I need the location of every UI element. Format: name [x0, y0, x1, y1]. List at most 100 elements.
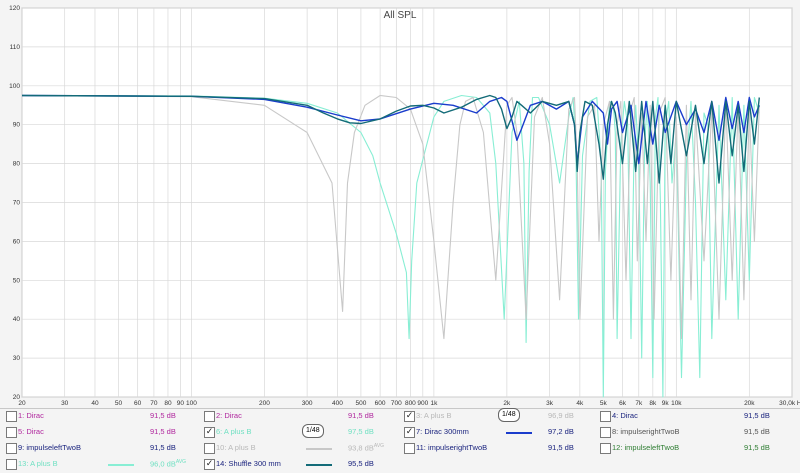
x-tick-label: 600: [375, 400, 386, 407]
series-lines: [21, 94, 760, 398]
legend-row: 1: Dirac 91,5 dB 2: Dirac 91,5 dB ✓ 3: A plus…: [0, 408, 800, 425]
legend-label: 4: Dirac: [612, 411, 638, 420]
y-tick-label: 40: [13, 316, 21, 323]
x-tick-label: 20k: [744, 400, 755, 407]
legend-label: 10: A plus B: [216, 443, 256, 452]
legend-checkbox[interactable]: [404, 443, 415, 454]
legend-value: 97,5 dB: [348, 427, 374, 436]
y-tick-label: 80: [13, 161, 21, 168]
series-line: [21, 94, 760, 184]
smoothing-button[interactable]: 1/48: [302, 424, 324, 438]
legend-label: 3: A plus B: [416, 411, 452, 420]
legend-checkbox[interactable]: ✓: [204, 427, 215, 438]
legend-item: 10: A plus B 93,8 dBAVG: [198, 441, 394, 457]
x-tick-label: 300: [302, 400, 313, 407]
legend-item: 11: impulserightTwoB 91,5 dB: [398, 441, 594, 457]
y-tick-label: 100: [9, 83, 20, 90]
legend-item: 12: impulseleftTwoB 91,5 dB: [594, 441, 790, 457]
legend-value: 91,5 dB: [150, 443, 176, 452]
legend-label: 2: Dirac: [216, 411, 242, 420]
legend-checkbox[interactable]: [600, 443, 611, 454]
legend-value: 96,9 dB: [548, 411, 574, 420]
legend-avg-tag: AVG: [373, 443, 385, 449]
x-tick-label: 100: [186, 400, 197, 407]
legend-item: 9: impulseleftTwoB 91,5 dB: [0, 441, 196, 457]
legend-checkbox[interactable]: ✓: [404, 411, 415, 422]
smoothing-button[interactable]: 1/48: [498, 408, 520, 422]
legend-checkbox[interactable]: [6, 459, 17, 470]
legend-item: ✓ 3: A plus B 1/48 96,9 dB: [398, 408, 594, 425]
legend-item: ✓ 6: A plus B 1/48 97,5 dB: [198, 424, 394, 441]
x-tick-label: 3k: [546, 400, 554, 407]
legend-checkbox[interactable]: [600, 427, 611, 438]
x-tick-label: 50: [115, 400, 123, 407]
x-tick-label: 60: [134, 400, 142, 407]
y-tick-label: 50: [13, 277, 21, 284]
legend-checkbox[interactable]: [600, 411, 611, 422]
x-tick-label: 30,0k Hz: [779, 400, 800, 407]
legend-checkbox[interactable]: [6, 443, 17, 454]
legend-value: 91,5 dB: [150, 411, 176, 420]
legend-checkbox[interactable]: [6, 427, 17, 438]
x-tick-label: 90: [177, 400, 185, 407]
x-tick-label: 5k: [600, 400, 608, 407]
legend-line-swatch: [306, 464, 332, 466]
legend-label: 8: impulserightTwoB: [612, 427, 680, 436]
legend-label: 9: impulseleftTwoB: [18, 443, 81, 452]
legend-label: 11: impulserightTwoB: [416, 443, 488, 452]
x-tick-label: 4k: [576, 400, 584, 407]
x-tick-label: 1k: [430, 400, 438, 407]
legend-checkbox[interactable]: ✓: [404, 427, 415, 438]
x-tick-label: 6k: [619, 400, 627, 407]
legend-value: 91,5 dB: [744, 427, 770, 436]
y-tick-label: 120: [9, 5, 20, 12]
x-tick-label: 500: [355, 400, 366, 407]
x-tick-label: 80: [164, 400, 172, 407]
legend-value: 91,5 dB: [744, 411, 770, 420]
x-tick-label: 9k: [662, 400, 670, 407]
legend-row: 9: impulseleftTwoB 91,5 dB 10: A plus B 93,…: [0, 441, 800, 457]
x-tick-label: 40: [91, 400, 99, 407]
y-tick-label: 110: [10, 44, 21, 51]
x-tick-label: 2k: [503, 400, 511, 407]
legend-checkbox[interactable]: [204, 443, 215, 454]
x-tick-label: 900: [417, 400, 428, 407]
x-axis-ticks: 20 30 40 50 60 70 80 90 100 200 300 400 500 600 700 800…: [18, 400, 800, 407]
legend-label: 6: A plus B: [216, 427, 252, 436]
legend-item: 2: Dirac 91,5 dB: [198, 409, 394, 425]
y-axis-ticks: 20 30 40 50 60 70 80 90 100 110 120: [9, 5, 20, 401]
legend-avg-tag: AVG: [175, 459, 187, 465]
legend-item: 13: A plus B 96,0 dBAVG: [0, 457, 196, 473]
legend-label: 1: Dirac: [18, 411, 44, 420]
legend-checkbox[interactable]: ✓: [204, 459, 215, 470]
y-tick-label: 70: [13, 200, 21, 207]
legend-label: 13: A plus B: [18, 459, 58, 468]
x-tick-label: 70: [150, 400, 158, 407]
legend-value: 93,8 dBAVG: [348, 443, 385, 453]
x-tick-label: 30: [61, 400, 69, 407]
legend-label: 5: Dirac: [18, 427, 44, 436]
y-tick-label: 90: [13, 122, 21, 129]
legend-row: 13: A plus B 96,0 dBAVG ✓ 14: Shuffle 300 m…: [0, 457, 800, 473]
legend-item: 5: Dirac 91,5 dB: [0, 425, 196, 441]
y-tick-label: 30: [13, 355, 21, 362]
x-tick-label: 20: [18, 400, 26, 407]
legend-item: 8: impulserightTwoB 91,5 dB: [594, 425, 790, 441]
legend-checkbox[interactable]: [6, 411, 17, 422]
legend-value: 91,5 dB: [744, 443, 770, 452]
x-tick-label: 800: [405, 400, 416, 407]
legend-label: 7: Dirac 300mm: [416, 427, 469, 436]
legend-value: 97,2 dB: [548, 427, 574, 436]
legend-line-swatch: [306, 448, 332, 450]
legend-label: 12: impulseleftTwoB: [612, 443, 680, 452]
legend-value: 91,5 dB: [548, 443, 574, 452]
legend-value: 96,0 dBAVG: [150, 459, 187, 469]
legend-panel: 1: Dirac 91,5 dB 2: Dirac 91,5 dB ✓ 3: A plus…: [0, 408, 800, 473]
legend-value: 91,5 dB: [348, 411, 374, 420]
legend-row: 5: Dirac 91,5 dB ✓ 6: A plus B 1/48 97,5 dB ✓ 7…: [0, 424, 800, 441]
legend-value: 95,5 dB: [348, 459, 374, 468]
legend-checkbox[interactable]: [204, 411, 215, 422]
x-tick-label: 700: [391, 400, 402, 407]
legend-line-swatch: [108, 464, 134, 466]
